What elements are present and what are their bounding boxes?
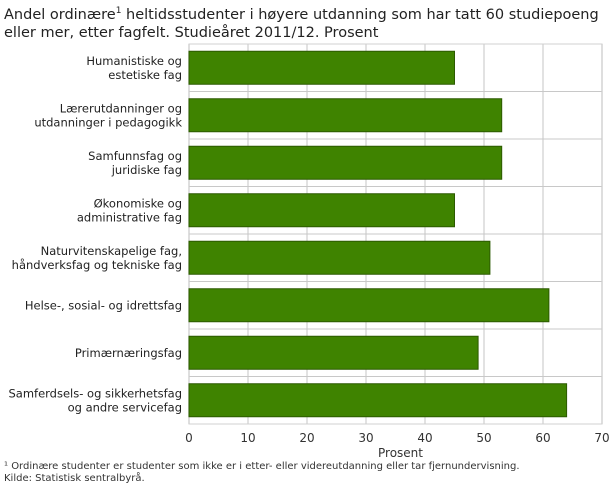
bar	[188, 240, 491, 275]
category-label: Lærerutdanninger og	[60, 101, 182, 115]
x-tick-label: 70	[594, 431, 609, 445]
x-axis-label: Prosent	[378, 446, 423, 460]
category-label: Samferdsels- og sikkerhetsfag	[8, 386, 182, 400]
x-tick-label: 30	[358, 431, 373, 445]
x-tick-label: 60	[535, 431, 550, 445]
bar	[188, 50, 455, 85]
bar	[188, 288, 550, 323]
x-tick-label: 0	[185, 431, 193, 445]
category-label: estetiske fag	[108, 68, 182, 82]
footnote: ¹ Ordinære studenter er studenter som ik…	[4, 461, 520, 472]
title-text-rest: heltidsstudenter i høyere utdanning som …	[4, 6, 599, 41]
category-label: utdanninger i pedagogikk	[34, 115, 182, 129]
chart-title: Andel ordinære1 heltidsstudenter i høyer…	[4, 2, 610, 42]
category-label: Naturvitenskapelige fag,	[41, 244, 182, 258]
category-label: Samfunnsfag og	[88, 149, 182, 163]
category-label: og andre servicefag	[68, 400, 182, 414]
source-note: Kilde: Statistisk sentralbyrå.	[4, 473, 145, 484]
bar	[188, 193, 455, 228]
category-label: Humanistiske og	[86, 54, 182, 68]
bar	[188, 335, 479, 370]
bar	[188, 98, 503, 133]
category-label: Primærnæringsfag	[75, 346, 182, 360]
category-label: administrative fag	[77, 210, 182, 224]
bar	[188, 383, 568, 418]
bar	[188, 145, 503, 180]
title-footnote-mark: 1	[115, 6, 122, 16]
title-text: Andel ordinære	[4, 6, 116, 23]
plot-frame	[188, 43, 603, 425]
x-tick-label: 20	[299, 431, 314, 445]
footer: ¹ Ordinære studenter er studenter som ik…	[4, 461, 520, 485]
x-tick-label: 10	[240, 431, 255, 445]
category-label: Økonomiske og	[94, 196, 182, 210]
category-label: Helse-, sosial- og idrettsfag	[25, 298, 182, 312]
category-label: juridiske fag	[111, 163, 182, 177]
x-tick-label: 50	[476, 431, 491, 445]
x-tick-label: 40	[417, 431, 432, 445]
category-label: håndverksfag og tekniske fag	[12, 258, 182, 272]
